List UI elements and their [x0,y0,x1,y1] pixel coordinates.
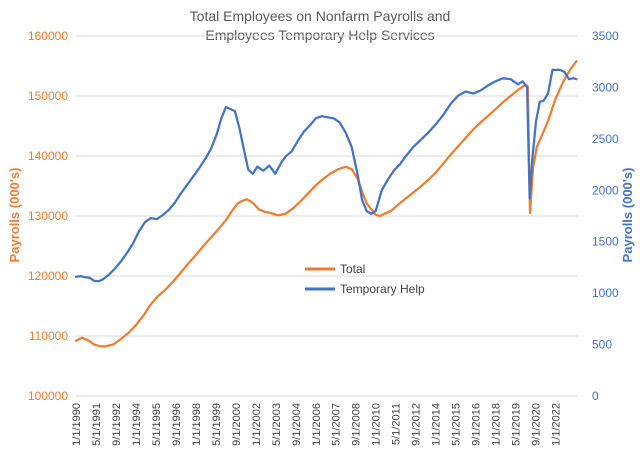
y-tick-label-right: 3500 [592,29,619,43]
y-tick-label-left: 140000 [28,149,68,163]
x-tick-label: 1/1/2010 [371,403,383,446]
series-line-temporary-help [74,68,578,283]
y-tick-label-right: 3000 [592,80,619,94]
x-tick-label: 5/1/2003 [271,403,283,446]
x-tick-label: 5/1/1995 [151,403,163,446]
series-line-total [74,60,578,348]
y-tick-label-right: 1000 [592,286,619,300]
legend-label-total: Total [340,262,365,276]
x-tick-label: 5/1/1999 [211,403,223,446]
x-tick-label: 9/1/1992 [111,403,123,446]
x-tick-label: 5/1/1991 [91,403,103,446]
y-axis-label-right: Payrolls (000's) [620,168,635,263]
x-tick-label: 1/1/1994 [131,403,143,446]
x-tick-label: 9/1/2000 [231,403,243,446]
x-tick-label: 1/1/2002 [251,403,263,446]
x-tick-label: 1/1/1998 [191,403,203,446]
x-axis-ticks: 1/1/1990 5/1/1991 9/1/1992 1/1/1994 5/1/1995… [71,403,563,446]
y-tick-label-left: 120000 [28,269,68,283]
x-tick-label: 1/1/2018 [491,403,503,446]
x-tick-label: 1/1/2022 [551,403,563,446]
x-tick-label: 9/1/2020 [531,403,543,446]
y-tick-label-right: 500 [592,338,612,352]
series-layer [74,60,578,348]
y-axis-right-ticks: 0 500 1000 1500 2000 2500 3000 3500 [592,29,619,403]
x-tick-label: 9/1/2004 [291,403,303,446]
x-tick-label: 5/1/2011 [391,403,403,445]
legend: Total Temporary Help [305,262,425,296]
y-tick-label-right: 1500 [592,235,619,249]
x-tick-label: 9/1/2008 [351,403,363,446]
x-tick-label: 1/1/2014 [431,403,443,446]
y-tick-label-left: 130000 [28,209,68,223]
x-tick-label: 9/1/2012 [411,403,423,446]
y-tick-label-right: 0 [592,389,599,403]
x-tick-label: 5/1/2007 [331,403,343,446]
y-axis-left-ticks: 100000 110000 120000 130000 140000 150000 1600… [28,29,68,403]
x-tick-label: 1/1/2006 [311,403,323,446]
x-tick-label: 9/1/2016 [471,403,483,446]
chart-subtitle: Employees Temporary Help Services [205,27,434,43]
chart-title: Total Employees on Nonfarm Payrolls and [190,8,451,24]
x-tick-label: 1/1/1990 [71,403,83,446]
x-tick-label: 5/1/2015 [451,403,463,446]
y-tick-label-right: 2000 [592,183,619,197]
y-tick-label-left: 110000 [29,329,68,343]
y-tick-label-left: 160000 [28,29,68,43]
x-tick-label: 5/1/2019 [511,403,523,446]
x-tick-label: 9/1/1996 [171,403,183,446]
y-axis-label-left: Payrolls (000's) [7,168,22,263]
y-tick-label-left: 100000 [28,389,68,403]
y-tick-label-right: 2500 [592,132,619,146]
legend-label-temporary-help: Temporary Help [340,282,425,296]
y-tick-label-left: 150000 [28,89,68,103]
grid [76,35,578,397]
